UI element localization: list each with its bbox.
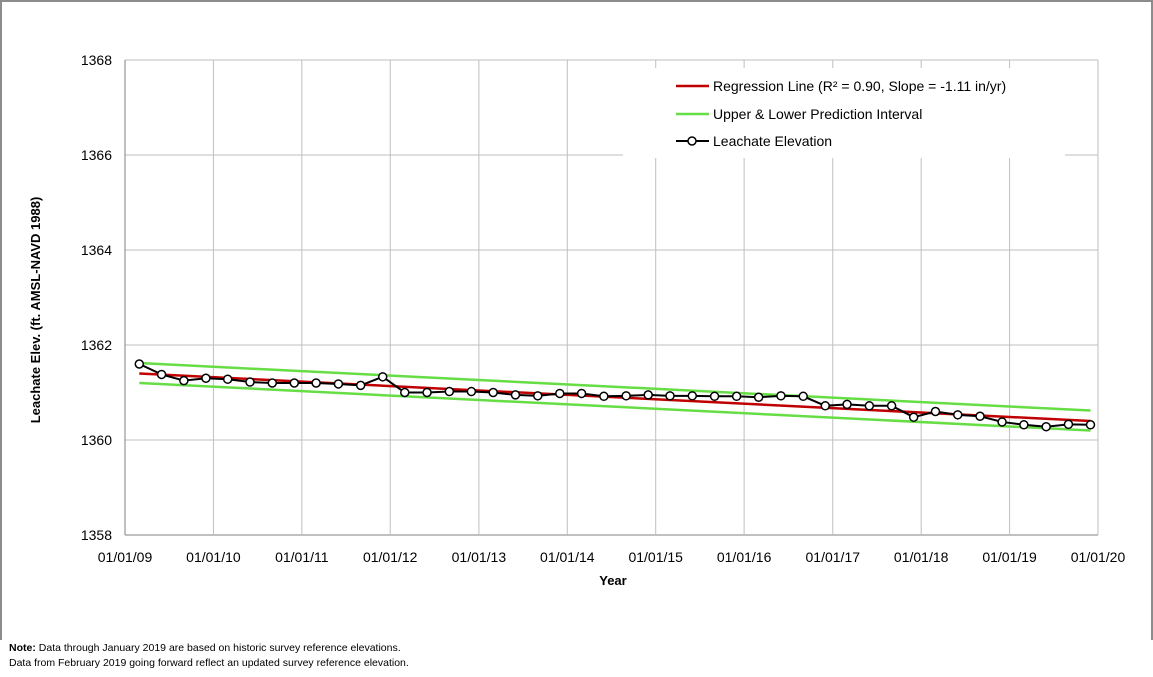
leachate-data-point xyxy=(731,391,742,402)
y-tick-label: 1368 xyxy=(81,52,112,68)
leachate-data-point xyxy=(975,411,985,421)
leachate-data-point xyxy=(289,378,300,388)
y-tick-label: 1358 xyxy=(81,527,112,543)
leachate-data-point xyxy=(532,391,543,401)
x-tick-label: 01/01/15 xyxy=(628,549,683,565)
leachate-data-point xyxy=(179,375,189,386)
leachate-data-point xyxy=(886,401,897,411)
leachate-data-point xyxy=(1019,420,1029,430)
leachate-data-point xyxy=(333,379,344,389)
legend-marker-leachate xyxy=(687,136,697,146)
leachate-data-point xyxy=(798,391,808,402)
leachate-data-point xyxy=(201,373,211,383)
x-tick-label: 01/01/11 xyxy=(275,549,329,565)
x-tick-label: 01/01/16 xyxy=(717,549,772,565)
leachate-data-point xyxy=(776,391,786,401)
leachate-data-point xyxy=(687,391,698,401)
leachate-data-point xyxy=(355,380,366,391)
x-axis-ticks: 01/01/09 01/01/10 01/01/11 01/01/12 01/01/13… xyxy=(98,549,1126,565)
leachate-data-point xyxy=(311,378,321,388)
leachate-data-point xyxy=(842,399,852,410)
leachate-data-point xyxy=(665,391,675,401)
legend: Regression Line (R² = 0.90, Slope = -1.1… xyxy=(623,68,1065,158)
leachate-data-point xyxy=(377,372,388,382)
leachate-data-point xyxy=(245,377,255,387)
footnote-line-1: Note: Data through January 2019 are base… xyxy=(9,641,409,656)
footnote-line-2: Data from February 2019 going forward re… xyxy=(9,657,409,669)
leachate-data-point xyxy=(422,387,432,398)
leachate-data-point xyxy=(510,390,521,400)
leachate-data-point xyxy=(621,391,631,401)
leachate-data-point xyxy=(820,401,831,411)
y-tick-label: 1366 xyxy=(81,147,112,163)
y-axis-label: Leachate Elev. (ft. AMSL-NAVD 1988) xyxy=(28,197,43,424)
legend-label-regression: Regression Line (R² = 0.90, Slope = -1.1… xyxy=(713,78,1006,94)
x-tick-label: 01/01/14 xyxy=(540,549,595,565)
y-tick-label: 1364 xyxy=(81,242,112,258)
leachate-data-point xyxy=(488,387,498,398)
leachate-data-point xyxy=(930,406,941,417)
y-axis-ticks: 1358 1360 1362 1364 1366 1368 xyxy=(81,52,112,543)
x-tick-label: 01/01/17 xyxy=(806,549,861,565)
leachate-data-point xyxy=(709,391,720,402)
x-tick-label: 01/01/10 xyxy=(186,549,241,565)
leachate-data-point xyxy=(643,390,653,400)
upper-prediction-line xyxy=(139,361,1091,412)
x-tick-label: 01/01/18 xyxy=(894,549,949,565)
leachate-data-point xyxy=(222,374,233,384)
y-tick-label: 1360 xyxy=(81,432,112,448)
leachate-data-point xyxy=(134,359,145,369)
leachate-data-point xyxy=(576,388,587,399)
x-tick-label: 01/01/20 xyxy=(1071,549,1126,565)
x-tick-label: 01/01/09 xyxy=(98,549,153,565)
leachate-data-point xyxy=(466,386,477,397)
leachate-data-point xyxy=(864,401,875,411)
x-tick-label: 01/01/19 xyxy=(982,549,1037,565)
leachate-data-point xyxy=(555,388,565,399)
y-tick-label: 1362 xyxy=(81,337,112,353)
leachate-data-point xyxy=(156,369,167,380)
leachate-data-point xyxy=(908,412,919,422)
lower-prediction-line xyxy=(139,381,1091,432)
footnote: Note: Data through January 2019 are base… xyxy=(9,641,409,671)
leachate-data-point xyxy=(953,410,963,420)
leachate-data-point xyxy=(400,387,410,398)
leachate-data-point xyxy=(1063,419,1074,430)
footnote-label: Note: xyxy=(9,642,36,654)
grid xyxy=(124,59,1099,536)
series-layer xyxy=(134,359,1096,432)
leachate-data-point xyxy=(753,392,764,402)
legend-label-leachate: Leachate Elevation xyxy=(713,133,832,149)
x-tick-label: 01/01/12 xyxy=(363,549,418,565)
x-axis-label: Year xyxy=(599,573,626,588)
footnote-text-1: Data through January 2019 are based on h… xyxy=(38,642,401,654)
leachate-data-point xyxy=(1085,420,1096,430)
leachate-data-point xyxy=(1041,421,1051,432)
leachate-data-point xyxy=(599,391,609,402)
leachate-data-point xyxy=(997,417,1007,427)
leachate-data-point xyxy=(267,378,278,388)
leachate-data-point xyxy=(444,386,455,397)
x-tick-label: 01/01/13 xyxy=(452,549,507,565)
legend-label-prediction-interval: Upper & Lower Prediction Interval xyxy=(713,106,922,122)
